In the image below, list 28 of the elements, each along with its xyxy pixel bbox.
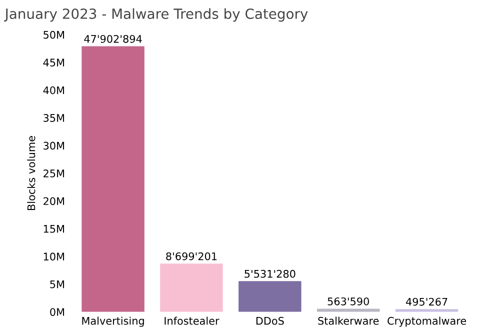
- y-tick-label: 15M: [44, 225, 64, 233]
- y-tick-label: 20M: [44, 197, 64, 206]
- bar: [395, 309, 458, 312]
- data-label: 495'267: [406, 298, 448, 306]
- y-tick-label: 25M: [44, 169, 64, 178]
- x-tick-label: Malvertising: [82, 316, 144, 327]
- bar: [82, 46, 144, 312]
- bar: [316, 308, 380, 312]
- data-label: 8'699'201: [166, 252, 217, 260]
- y-tick-label: 45M: [43, 58, 64, 66]
- y-tick-label: 30M: [44, 142, 64, 150]
- y-tick-label: 0M: [50, 308, 64, 316]
- x-tick-label: Cryptomalware: [388, 316, 466, 327]
- x-tick-label: Stalkerware: [318, 316, 379, 325]
- y-tick-label: 10M: [44, 252, 64, 261]
- data-label: 47'902'894: [84, 34, 142, 43]
- bar: [238, 281, 302, 312]
- y-tick-label: 50M: [44, 30, 64, 39]
- y-axis-title: Blocks volume: [27, 136, 36, 210]
- chart-title: January 2023 - Malware Trends by Category: [4, 8, 308, 22]
- y-tick-label: 35M: [44, 114, 64, 122]
- x-tick-label: Infostealer: [164, 316, 220, 325]
- x-tick-label: DDoS: [256, 316, 284, 325]
- data-label: 563'590: [328, 297, 369, 306]
- y-tick-label: 40M: [43, 86, 64, 94]
- data-label: 5'531'280: [244, 270, 296, 278]
- y-tick-label: 5M: [50, 280, 64, 288]
- bar: [160, 264, 223, 312]
